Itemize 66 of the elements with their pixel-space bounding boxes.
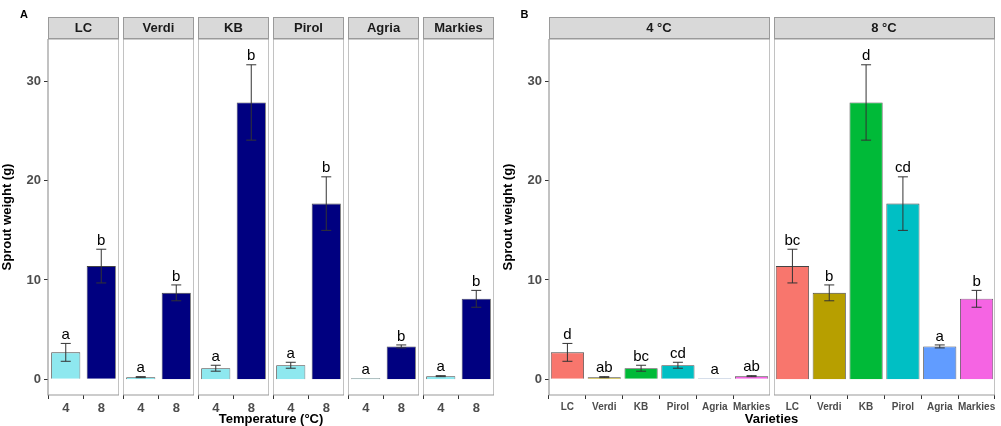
x-tick-label: 8 [397,400,405,416]
annotation: a [436,357,446,375]
x-tick-label: KB [633,400,648,412]
x-tick-label: 4 [437,400,446,416]
annotation: a [211,346,221,364]
chart-title: Markies [423,17,494,39]
x-tick-label: 8 [322,400,330,416]
annotation: bc [632,346,649,364]
annotation: b [397,326,406,344]
x-tick-label: 8 [472,400,480,416]
chart-title: Pirol [273,17,344,39]
x-tick-label: 8 [172,400,180,416]
x-tick-label: 4 [362,400,371,416]
y-tick-label: 0 [534,370,542,386]
x-tick-label: 8 [97,400,105,416]
x-tick-label: 4 [62,400,71,416]
annotation: b [97,230,106,248]
text: A [20,8,28,20]
annotation: b [971,272,981,290]
y-axis-title: Sprout weight (g) [499,163,515,271]
x-tick-label: KB [858,400,873,412]
chart-title: LC [48,17,119,39]
y-tick-label: 0 [33,370,41,386]
chart-title: Agria [348,17,419,39]
x-tick-label: Verdi [816,400,842,412]
annotation: a [710,359,720,377]
annotation: b [824,266,833,284]
y-tick-label: 30 [26,73,41,89]
x-tick-label: Agria [926,400,953,412]
annotation: d [861,46,870,64]
annotation: a [935,326,945,344]
annotation: bc [783,230,801,248]
annotation: b [247,46,256,64]
y-tick-label: 10 [26,271,41,287]
annotation: cd [669,343,686,361]
annotation: a [361,359,371,377]
y-axis-title: Sprout weight (g) [0,163,15,271]
annotation: ab [595,358,613,376]
x-tick-label: Pirol [891,400,914,412]
annotation: b [472,272,481,290]
annotation: a [61,325,71,343]
annotation: b [172,266,181,284]
annotation: b [322,158,331,176]
chart-title: 8 °C [773,17,995,39]
y-tick-label: 20 [527,172,542,188]
chart-title: KB [198,17,269,39]
x-axis-title: Varieties [743,411,800,426]
chart-title: 4 °C [548,17,770,39]
x-tick-label: Agria [701,400,728,412]
y-tick-label: 10 [527,271,542,287]
y-tick-label: 30 [527,73,542,89]
x-tick-label: LC [785,400,799,412]
x-tick-label: Pirol [666,400,689,412]
x-tick-label: LC [560,400,574,412]
x-tick-label: Markies [957,400,996,412]
annotation: d [562,325,572,343]
annotation: cd [894,158,911,176]
text: B [520,8,529,20]
annotation: ab [742,357,760,375]
chart-title: Verdi [123,17,194,39]
x-tick-label: Markies [732,400,771,412]
x-tick-label: Verdi [591,400,617,412]
annotation: a [286,343,296,361]
x-tick-label: 4 [137,400,146,416]
y-tick-label: 20 [26,172,41,188]
annotation: a [136,358,146,376]
